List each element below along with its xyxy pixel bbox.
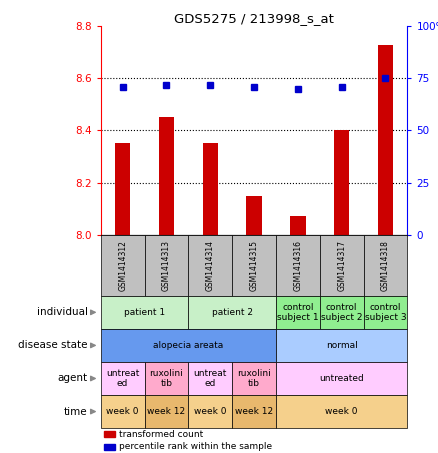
Text: GSM1414317: GSM1414317	[337, 240, 346, 291]
Bar	[101, 296, 188, 329]
Text: week 0: week 0	[194, 407, 226, 416]
Bar	[188, 296, 276, 329]
Text: GSM1414315: GSM1414315	[250, 240, 258, 291]
Bar	[364, 235, 407, 296]
Bar	[334, 130, 349, 235]
Text: week 12: week 12	[147, 407, 186, 416]
Bar	[320, 296, 364, 329]
Bar	[115, 144, 131, 235]
Text: ruxolini
tib: ruxolini tib	[237, 369, 271, 388]
Text: GSM1414316: GSM1414316	[293, 240, 302, 291]
Bar	[276, 362, 407, 395]
Title: GDS5275 / 213998_s_at: GDS5275 / 213998_s_at	[174, 12, 334, 25]
Text: ruxolini
tib: ruxolini tib	[149, 369, 184, 388]
Bar	[104, 443, 115, 450]
Bar	[188, 362, 232, 395]
Text: untreated: untreated	[319, 374, 364, 383]
Text: untreat
ed: untreat ed	[106, 369, 139, 388]
Text: GSM1414313: GSM1414313	[162, 240, 171, 291]
Bar	[246, 196, 261, 235]
Bar	[276, 329, 407, 362]
Bar	[101, 395, 145, 428]
Bar	[320, 235, 364, 296]
Text: patient 1: patient 1	[124, 308, 165, 317]
Text: disease state: disease state	[18, 340, 88, 351]
Text: individual: individual	[37, 307, 88, 318]
Bar	[101, 362, 145, 395]
Text: week 0: week 0	[106, 407, 139, 416]
Text: patient 2: patient 2	[212, 308, 253, 317]
Text: agent: agent	[57, 373, 88, 384]
Text: transformed count: transformed count	[119, 430, 203, 439]
Bar	[290, 217, 305, 235]
Text: GSM1414314: GSM1414314	[206, 240, 215, 291]
Text: week 0: week 0	[325, 407, 358, 416]
Bar	[101, 329, 276, 362]
Bar	[145, 395, 188, 428]
Bar	[145, 235, 188, 296]
Bar	[101, 235, 145, 296]
Text: control
subject 1: control subject 1	[277, 303, 319, 322]
Bar	[364, 296, 407, 329]
Text: GSM1414312: GSM1414312	[118, 240, 127, 291]
Bar	[232, 235, 276, 296]
Text: week 12: week 12	[235, 407, 273, 416]
Bar	[159, 117, 174, 235]
Bar	[378, 44, 393, 235]
Bar	[276, 296, 320, 329]
Text: time: time	[64, 406, 88, 417]
Bar	[276, 235, 320, 296]
Bar	[232, 362, 276, 395]
Text: normal: normal	[326, 341, 357, 350]
Text: control
subject 3: control subject 3	[364, 303, 406, 322]
Bar	[188, 235, 232, 296]
Bar	[276, 395, 407, 428]
Text: percentile rank within the sample: percentile rank within the sample	[119, 442, 272, 451]
Bar	[104, 431, 115, 437]
Text: untreat
ed: untreat ed	[194, 369, 227, 388]
Text: GSM1414318: GSM1414318	[381, 240, 390, 291]
Text: control
subject 2: control subject 2	[321, 303, 362, 322]
Text: alopecia areata: alopecia areata	[153, 341, 223, 350]
Bar	[145, 362, 188, 395]
Bar	[188, 395, 232, 428]
Bar	[232, 395, 276, 428]
Bar	[202, 144, 218, 235]
